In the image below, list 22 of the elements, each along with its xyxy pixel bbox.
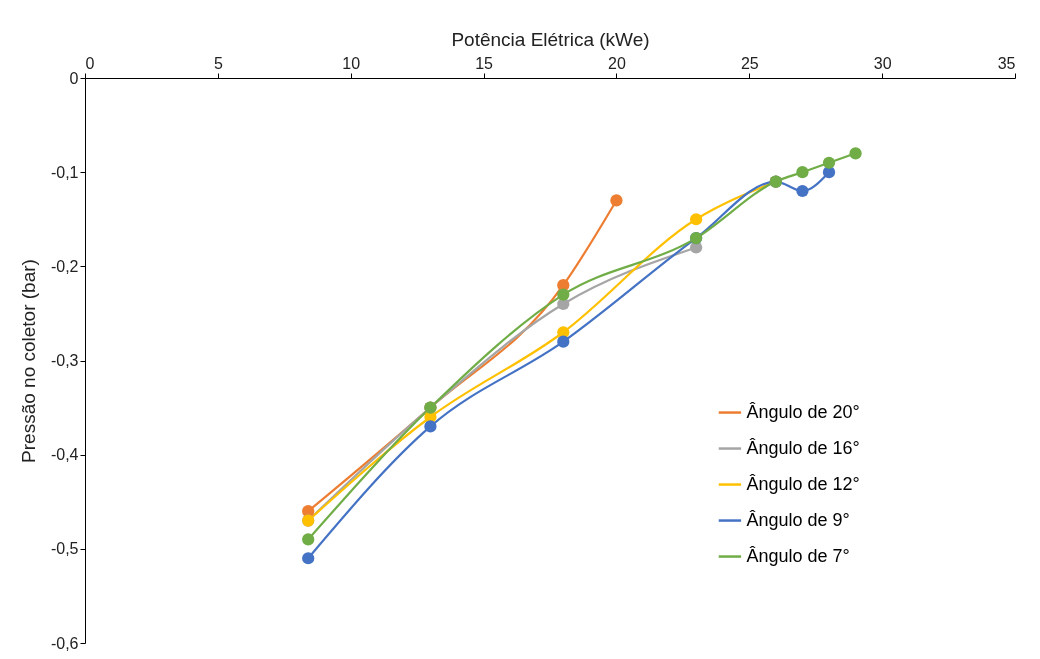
- legend-label: Ângulo de 9°: [746, 509, 850, 530]
- y-tick-label: -0,6: [50, 634, 79, 652]
- x-tick-label: 0: [85, 54, 95, 72]
- x-tick-label: 30: [873, 54, 892, 72]
- y-tick-label: -0,5: [50, 540, 79, 558]
- y-tick-label: -0,1: [50, 163, 79, 181]
- y-tick-label: -0,2: [50, 257, 79, 275]
- legend-label: Ângulo de 16°: [746, 437, 860, 458]
- x-tick-label: 25: [740, 54, 759, 72]
- x-tick-label: 35: [997, 54, 1016, 72]
- y-tick-label: -0,3: [50, 352, 79, 369]
- y-tick-label: -0,4: [50, 446, 79, 464]
- y-tick-label: 0: [69, 69, 79, 87]
- y-axis-title: Pressão no coletor (bar): [17, 259, 39, 463]
- x-tick-label: 5: [213, 54, 223, 72]
- x-tick-label: 10: [342, 54, 361, 72]
- x-tick-label: 20: [608, 54, 626, 72]
- legend-label: Ângulo de 20°: [746, 401, 860, 422]
- x-tick-label: 15: [475, 54, 494, 72]
- x-axis-title: Potência Elétrica (kWe): [451, 28, 650, 50]
- legend-label: Ângulo de 7°: [746, 545, 850, 566]
- legend-label: Ângulo de 12°: [746, 473, 860, 494]
